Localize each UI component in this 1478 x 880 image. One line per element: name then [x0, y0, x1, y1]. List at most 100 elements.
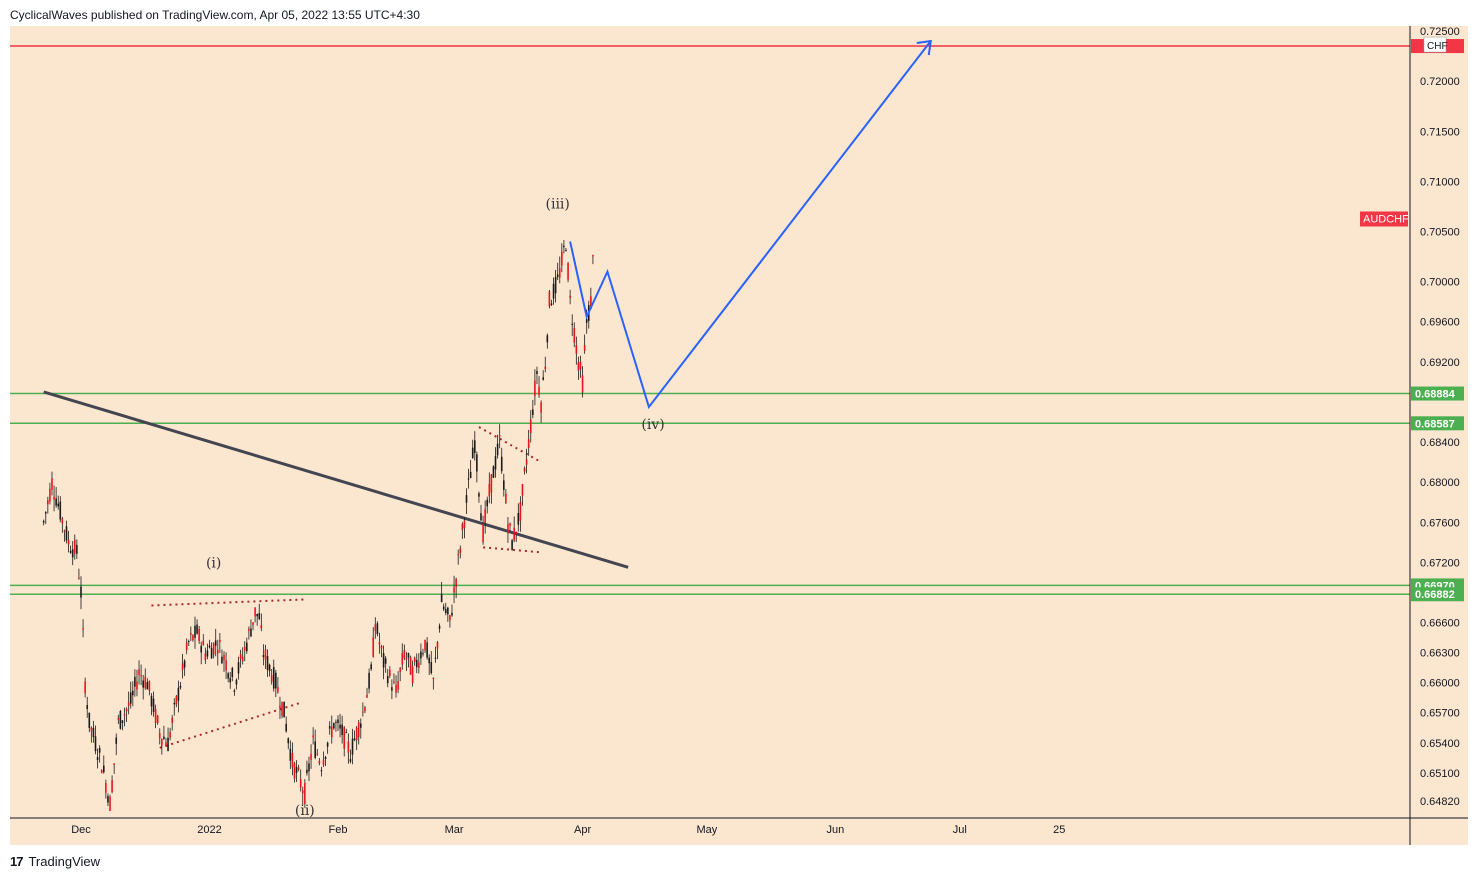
price-tick-label: 0.65100 — [1420, 768, 1460, 780]
price-tick-label: 0.66000 — [1420, 678, 1460, 690]
candle-body — [314, 741, 317, 758]
candle-body — [362, 711, 364, 713]
candle-body — [63, 530, 66, 532]
price-tick-label: 0.72000 — [1420, 76, 1460, 88]
candle-body — [397, 681, 399, 690]
candle-body — [322, 759, 325, 765]
candle-body — [204, 653, 207, 661]
level-label: 0.68587 — [1415, 418, 1455, 430]
candle-body — [231, 667, 234, 678]
candle-body — [134, 676, 136, 687]
candle-body — [190, 632, 192, 635]
candle-body — [80, 586, 82, 598]
candle-body — [49, 488, 51, 502]
candle-body — [98, 748, 101, 753]
candle-body — [503, 480, 505, 490]
candle-body — [368, 672, 370, 689]
candle-body — [455, 578, 457, 587]
price-tick-label: 0.64820 — [1420, 796, 1460, 808]
candle-body — [372, 637, 375, 657]
candle-body — [509, 523, 511, 526]
candle-body — [558, 268, 561, 278]
candle-body — [100, 770, 103, 774]
candle-body — [335, 721, 337, 723]
candle-body — [393, 681, 395, 683]
candle-body — [449, 615, 451, 621]
candle-body — [171, 717, 173, 723]
candle-body — [511, 540, 513, 550]
candle-body — [532, 409, 534, 415]
candle-body — [239, 653, 242, 659]
candle-body — [192, 635, 194, 641]
candle-body — [138, 669, 140, 676]
candle-body — [540, 402, 542, 413]
candle-body — [107, 796, 109, 803]
candle-body — [527, 439, 530, 448]
candle-body — [333, 723, 335, 729]
candle-body — [275, 672, 277, 689]
candle-body — [59, 501, 62, 520]
currency-label: CHF — [1427, 41, 1448, 52]
candle-body — [105, 783, 107, 793]
candle-body — [258, 613, 261, 620]
candle-body — [219, 639, 221, 643]
candle-body — [252, 622, 254, 625]
candle-body — [420, 651, 422, 659]
candle-body — [69, 550, 72, 553]
candle-body — [534, 380, 536, 397]
candle-body — [341, 724, 343, 736]
candle-body — [507, 524, 509, 534]
candle-body — [96, 757, 99, 760]
wave-label: (i) — [206, 555, 221, 571]
time-tick-label: 2022 — [197, 824, 221, 836]
candle-body — [47, 500, 49, 505]
candle-body — [109, 796, 111, 811]
candle-body — [154, 708, 157, 724]
time-tick-label: Jul — [953, 824, 967, 836]
candle-body — [144, 676, 147, 688]
candle-body — [84, 681, 86, 694]
candle-body — [210, 647, 213, 659]
candle-body — [326, 742, 329, 747]
projection-path — [569, 40, 932, 410]
candle-body — [86, 705, 89, 709]
candle-body — [401, 653, 404, 665]
candle-body — [125, 708, 128, 712]
price-tick-label: 0.65700 — [1420, 708, 1460, 720]
price-tick-label: 0.68400 — [1420, 437, 1460, 449]
dotted-pattern-line — [482, 546, 542, 554]
candle-body — [548, 291, 551, 307]
candle-body — [113, 763, 115, 765]
price-tick-label: 0.69600 — [1420, 317, 1460, 329]
price-tick-label: 0.70000 — [1420, 277, 1460, 289]
candle-body — [440, 593, 443, 603]
candle-body — [306, 769, 308, 774]
candle-body — [163, 736, 165, 739]
publisher-line: CyclicalWaves published on TradingView.c… — [10, 8, 420, 22]
candle-body — [391, 687, 393, 691]
candle-body — [453, 587, 455, 593]
price-tick-label: 0.67600 — [1420, 517, 1460, 529]
candle-body — [301, 790, 304, 794]
candle-body — [473, 440, 476, 453]
candle-body — [177, 687, 180, 701]
dotted-pattern-line — [159, 701, 301, 749]
candle-body — [76, 544, 78, 554]
candle-body — [561, 251, 563, 266]
candle-body — [500, 456, 503, 472]
candle-body — [223, 654, 225, 661]
candle-body — [127, 702, 130, 707]
candle-body — [316, 753, 319, 755]
candle-body — [581, 375, 584, 393]
candle-body — [53, 496, 55, 500]
candle-body — [277, 687, 279, 693]
candle-body — [544, 366, 547, 369]
candle-body — [430, 662, 433, 674]
candle-body — [111, 780, 113, 793]
candle-body — [349, 759, 352, 762]
candle-body — [212, 643, 215, 655]
candle-body — [233, 690, 236, 692]
plot-area — [10, 26, 1468, 845]
candle-body — [295, 767, 298, 773]
